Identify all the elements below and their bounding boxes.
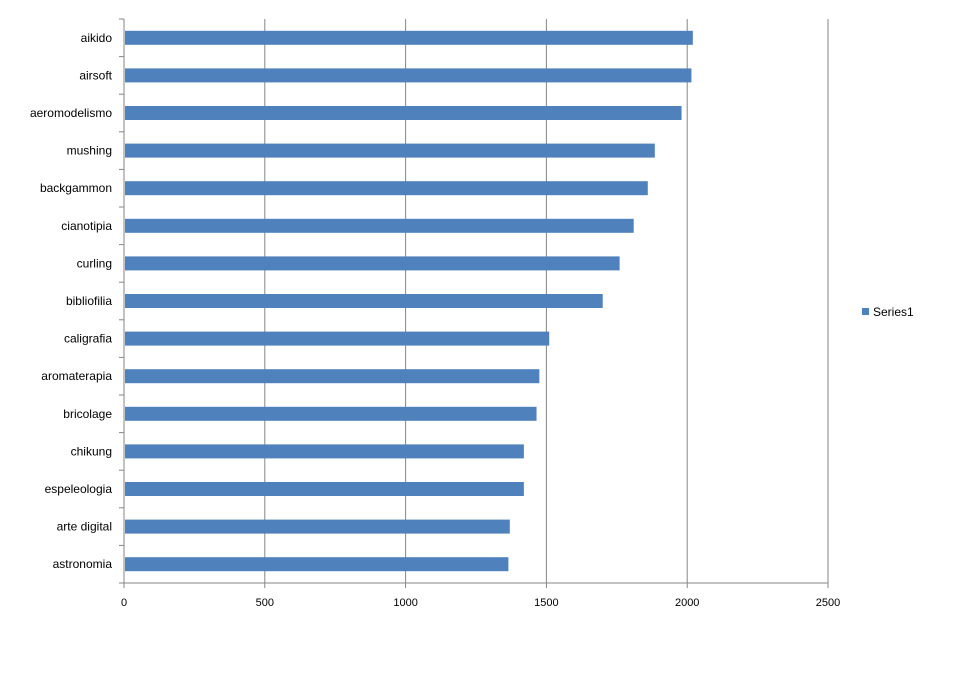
bar bbox=[125, 143, 655, 158]
bar bbox=[125, 181, 648, 196]
category-label: cianotipia bbox=[61, 219, 112, 233]
category-label: bibliofilia bbox=[66, 294, 112, 308]
category-label: caligrafia bbox=[64, 332, 112, 346]
category-label: arte digital bbox=[57, 520, 112, 534]
x-tick-labels: 0 500 1000 1500 2000 2500 bbox=[121, 597, 840, 609]
x-tick-label: 1000 bbox=[393, 597, 417, 609]
category-label: curling bbox=[77, 256, 112, 270]
legend: Series1 bbox=[862, 305, 914, 319]
bar bbox=[125, 68, 692, 83]
bar bbox=[125, 294, 603, 308]
category-label: astronomia bbox=[53, 557, 113, 571]
category-label: chikung bbox=[71, 444, 112, 458]
bar bbox=[125, 30, 693, 45]
bars bbox=[125, 30, 693, 572]
category-label: espeleologia bbox=[45, 482, 113, 496]
category-labels: aikido airsoft aeromodelismo mushing backgam… bbox=[30, 31, 113, 571]
bar bbox=[125, 218, 634, 233]
bar bbox=[125, 256, 620, 271]
x-tick-label: 2000 bbox=[675, 597, 699, 609]
x-tick-label: 0 bbox=[121, 597, 127, 609]
category-label: airsoft bbox=[79, 68, 112, 82]
category-label: backgammon bbox=[40, 181, 112, 195]
bar bbox=[125, 519, 510, 534]
category-label: aikido bbox=[81, 31, 113, 45]
bar bbox=[125, 444, 524, 459]
bar bbox=[125, 406, 537, 421]
category-label: aeromodelismo bbox=[30, 106, 112, 120]
bar bbox=[125, 557, 509, 572]
bar bbox=[125, 106, 682, 120]
category-label: bricolage bbox=[63, 407, 112, 421]
x-tick-label: 2500 bbox=[816, 597, 840, 609]
x-tick-label: 1500 bbox=[534, 597, 558, 609]
category-label: mushing bbox=[67, 144, 112, 158]
legend-swatch bbox=[862, 308, 869, 315]
bar bbox=[125, 369, 540, 384]
x-tick-label: 500 bbox=[256, 597, 274, 609]
legend-label: Series1 bbox=[873, 305, 914, 319]
bar bbox=[125, 331, 550, 346]
bar bbox=[125, 482, 524, 496]
axes bbox=[119, 18, 829, 588]
category-label: aromaterapia bbox=[41, 369, 112, 383]
